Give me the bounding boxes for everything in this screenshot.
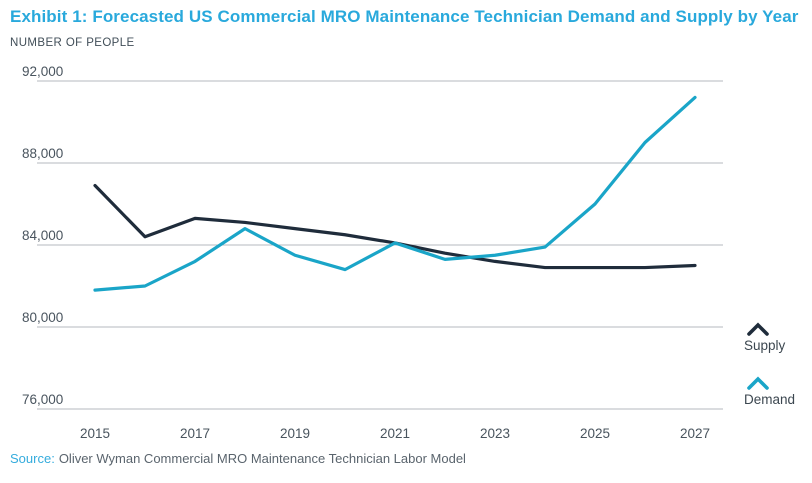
x-axis-tick-label: 2017 <box>180 426 210 441</box>
y-axis-unit-label: NUMBER OF PEOPLE <box>10 37 135 49</box>
y-axis-tick-labels: 92,000 88,000 84,000 80,000 76,000 <box>22 64 63 407</box>
y-axis-tick-label: 80,000 <box>22 310 63 325</box>
y-axis-tick-label: 76,000 <box>22 392 63 407</box>
source-text: Oliver Wyman Commercial MRO Maintenance … <box>58 451 466 466</box>
demand-line <box>93 95 697 292</box>
y-axis-tick-label: 84,000 <box>22 228 63 243</box>
source-note: Source: Oliver Wyman Commercial MRO Maint… <box>10 451 466 466</box>
y-axis-tick-label: 92,000 <box>22 64 63 79</box>
y-axis-tick-label: 88,000 <box>22 146 63 161</box>
x-axis-tick-labels: 2015 2017 2019 2021 2023 2025 2027 <box>80 426 710 441</box>
legend-label-demand: Demand <box>744 392 796 407</box>
supply-line-sample-icon <box>747 322 769 336</box>
x-axis-tick-label: 2021 <box>380 426 410 441</box>
legend-item-demand: Demand <box>744 376 810 407</box>
legend-label-supply: Supply <box>744 338 786 353</box>
x-axis-tick-label: 2023 <box>480 426 510 441</box>
exhibit-title: Exhibit 1: Forecasted US Commercial MRO … <box>10 7 799 26</box>
x-axis-tick-label: 2025 <box>580 426 610 441</box>
x-axis-tick-label: 2015 <box>80 426 110 441</box>
x-axis-tick-label: 2027 <box>680 426 710 441</box>
supply-line <box>93 183 697 270</box>
x-axis-tick-label: 2019 <box>280 426 310 441</box>
demand-line-sample-icon <box>747 376 769 390</box>
legend-item-supply: Supply <box>744 322 810 353</box>
source-label: Source: <box>10 451 55 466</box>
gridlines <box>37 80 723 410</box>
